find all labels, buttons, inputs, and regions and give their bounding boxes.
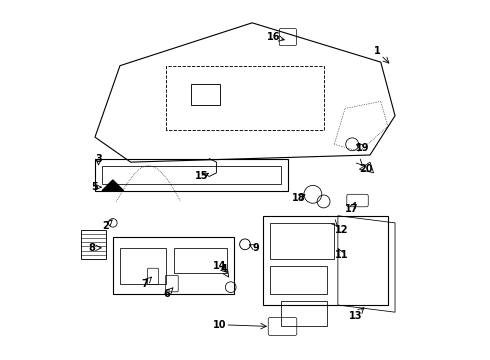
Text: 17: 17 [345, 203, 359, 213]
Text: 8: 8 [88, 243, 95, 253]
Text: 18: 18 [292, 193, 305, 203]
Text: 4: 4 [220, 264, 227, 274]
Polygon shape [102, 180, 123, 191]
Text: 5: 5 [92, 182, 98, 192]
Text: 13: 13 [349, 311, 363, 321]
Text: 6: 6 [163, 289, 170, 299]
Text: 1: 1 [374, 46, 381, 57]
Text: 20: 20 [360, 164, 373, 174]
Text: 11: 11 [335, 250, 348, 260]
Text: 3: 3 [95, 154, 102, 163]
Text: 14: 14 [213, 261, 227, 271]
Text: 12: 12 [335, 225, 348, 235]
Text: 19: 19 [356, 143, 369, 153]
Text: 7: 7 [142, 279, 148, 289]
Text: 2: 2 [102, 221, 109, 231]
Text: 10: 10 [213, 320, 227, 330]
Text: 16: 16 [267, 32, 280, 42]
Text: 15: 15 [196, 171, 209, 181]
Text: 9: 9 [252, 243, 259, 253]
